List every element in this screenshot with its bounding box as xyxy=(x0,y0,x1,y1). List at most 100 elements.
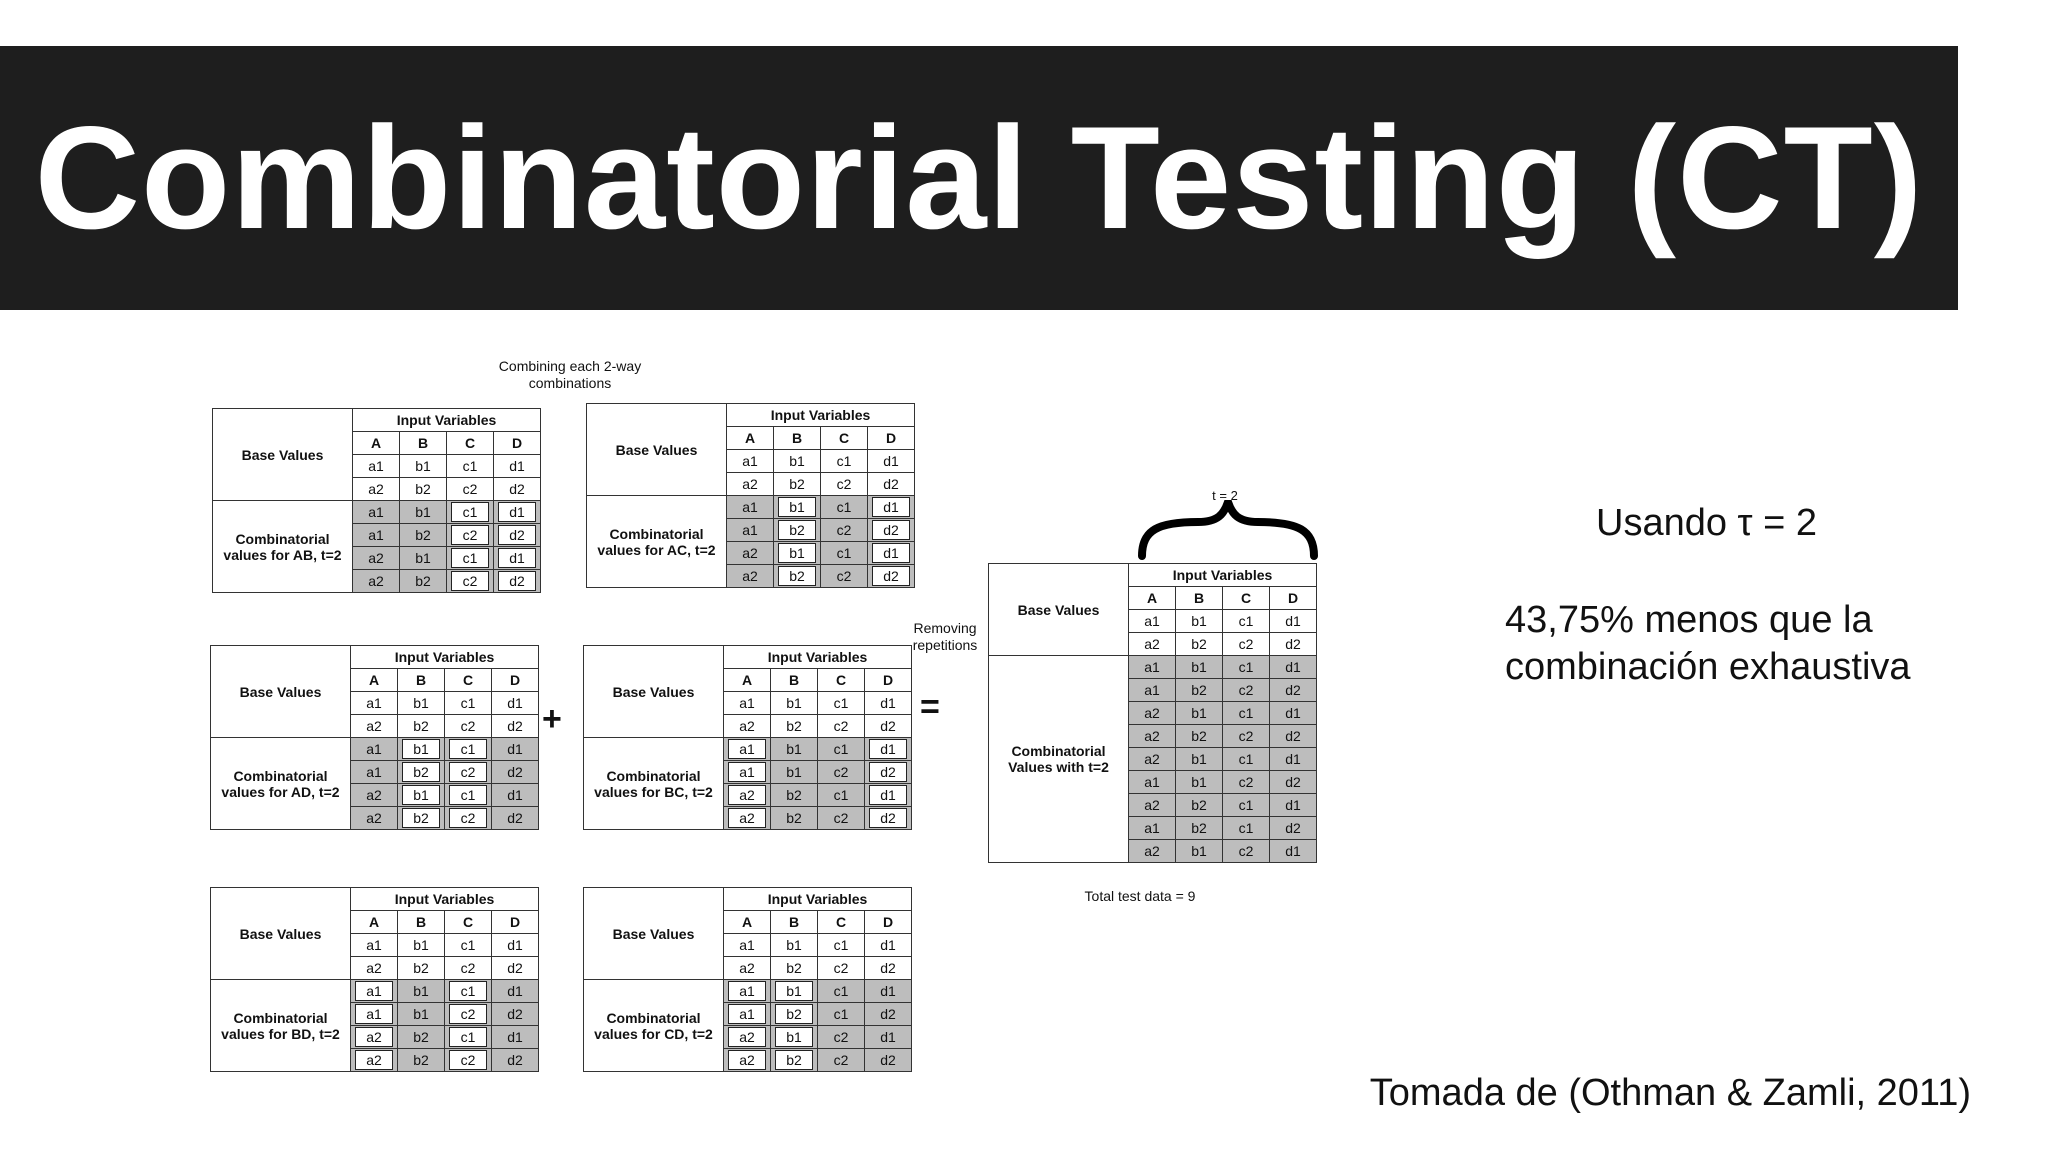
value-cell: b2 xyxy=(399,569,447,593)
base-value-cell: c1 xyxy=(820,449,868,473)
value-cell: a1 xyxy=(350,737,398,761)
value-cell: d2 xyxy=(863,1002,913,1026)
column-header: D xyxy=(492,431,542,455)
column-header: B xyxy=(397,668,445,692)
value-cell: a1 xyxy=(350,760,398,784)
value-cell: a1 xyxy=(726,518,774,542)
value-cell: c1 xyxy=(817,737,865,761)
value-cell: d1 xyxy=(1268,747,1318,771)
value-cell: a1 xyxy=(1128,655,1176,679)
base-value-cell: d1 xyxy=(863,691,913,715)
column-header: D xyxy=(866,426,916,450)
base-value-cell: d2 xyxy=(863,714,913,738)
input-variables-header: Input Variables xyxy=(722,645,913,669)
base-value-cell: b2 xyxy=(1175,632,1223,656)
value-cell: b1 xyxy=(773,495,821,519)
table-row: a2 b1 c1 d1 xyxy=(211,783,540,807)
value-cell: d2 xyxy=(490,806,540,830)
base-value-cell: c2 xyxy=(817,714,865,738)
value-cell: c2 xyxy=(817,1048,865,1072)
column-header: A xyxy=(726,426,774,450)
base-values-label: Base Values xyxy=(583,887,724,980)
column-header: B xyxy=(770,668,818,692)
value-cell: d2 xyxy=(1268,678,1318,702)
table-row: a2 b1 c1 d1 xyxy=(213,546,542,570)
equals-sign: = xyxy=(920,688,940,726)
value-cell: a2 xyxy=(1128,839,1176,863)
base-value-cell: b1 xyxy=(397,933,445,957)
table-row: a1 b2 c2 d2 xyxy=(587,518,916,542)
base-value-cell: d2 xyxy=(863,956,913,980)
base-value-cell: c2 xyxy=(444,714,492,738)
value-cell: a2 xyxy=(1128,793,1176,817)
value-cell: a2 xyxy=(723,783,771,807)
table-row: a1 b2 c2 d2 xyxy=(211,760,540,784)
brace-icon xyxy=(1138,500,1318,560)
column-header: B xyxy=(1175,586,1223,610)
combinatorial-label: Combinatorial values for AD, t=2 xyxy=(210,737,351,830)
plus-sign: + xyxy=(542,700,562,738)
table-row: Combinatorial Values with t=2 a1 b1 c1 d1 xyxy=(988,655,1318,863)
value-cell: b1 xyxy=(397,737,445,761)
brace-label: t = 2 xyxy=(1212,488,1238,503)
value-cell: a1 xyxy=(1128,678,1176,702)
value-cell: d2 xyxy=(863,1048,913,1072)
value-cell: a2 xyxy=(350,1048,398,1072)
value-cell: b2 xyxy=(399,523,447,547)
value-cell: c1 xyxy=(444,1025,492,1049)
value-cell: b2 xyxy=(397,1048,445,1072)
value-cell: c2 xyxy=(444,1048,492,1072)
value-cell: c2 xyxy=(817,806,865,830)
title-bar: Combinatorial Testing (CT) xyxy=(0,46,1958,310)
value-cell: c2 xyxy=(1222,770,1270,794)
base-value-cell: d1 xyxy=(492,454,542,478)
value-cell: d1 xyxy=(1268,839,1318,863)
value-cell: a2 xyxy=(726,564,774,588)
value-cell: d1 xyxy=(866,541,916,565)
value-cell: a1 xyxy=(723,760,771,784)
value-cell: c2 xyxy=(444,1002,492,1026)
column-header: B xyxy=(397,910,445,934)
base-value-cell: a1 xyxy=(723,933,771,957)
value-cell: b1 xyxy=(1175,839,1223,863)
base-value-cell: c1 xyxy=(444,933,492,957)
column-header: A xyxy=(723,910,771,934)
base-value-cell: c1 xyxy=(444,691,492,715)
base-value-cell: c2 xyxy=(446,477,494,501)
value-cell: a1 xyxy=(352,523,400,547)
value-cell: c1 xyxy=(1222,701,1270,725)
input-variables-header: Input Variables xyxy=(722,887,913,911)
table-row: a2 b2 c2 d2 xyxy=(584,806,913,830)
value-cell: a1 xyxy=(723,979,771,1003)
value-cell: d1 xyxy=(1268,793,1318,817)
value-cell: d2 xyxy=(492,523,542,547)
value-cell: c2 xyxy=(444,806,492,830)
value-cell: c2 xyxy=(1222,678,1270,702)
value-cell: b1 xyxy=(397,783,445,807)
value-cell: c1 xyxy=(1222,793,1270,817)
base-value-cell: c1 xyxy=(446,454,494,478)
table-row: Combinatorial values for AB, t=2 a1 b1 c1 d1 xyxy=(212,500,542,593)
percent-line-1: 43,75% menos que la xyxy=(1505,599,1873,641)
column-header: A xyxy=(350,668,398,692)
value-cell: c1 xyxy=(444,783,492,807)
table-row: a1 b1 c2 d2 xyxy=(989,770,1318,794)
base-values-label: Base Values xyxy=(210,645,351,738)
column-header: C xyxy=(1222,586,1270,610)
value-cell: b2 xyxy=(1175,793,1223,817)
combinatorial-label: Combinatorial values for BC, t=2 xyxy=(583,737,724,830)
value-cell: d1 xyxy=(1268,701,1318,725)
base-value-cell: a1 xyxy=(1128,609,1176,633)
table-row: a2 b1 c1 d1 xyxy=(587,541,916,565)
base-value-cell: a2 xyxy=(723,956,771,980)
input-variables-header: Input Variables xyxy=(1127,563,1318,587)
value-cell: d2 xyxy=(1268,770,1318,794)
value-cell: c2 xyxy=(820,518,868,542)
base-value-cell: d1 xyxy=(866,449,916,473)
value-cell: b1 xyxy=(1175,655,1223,679)
base-value-cell: d2 xyxy=(492,477,542,501)
column-header: C xyxy=(820,426,868,450)
value-cell: d1 xyxy=(863,1025,913,1049)
base-value-cell: b2 xyxy=(773,472,821,496)
